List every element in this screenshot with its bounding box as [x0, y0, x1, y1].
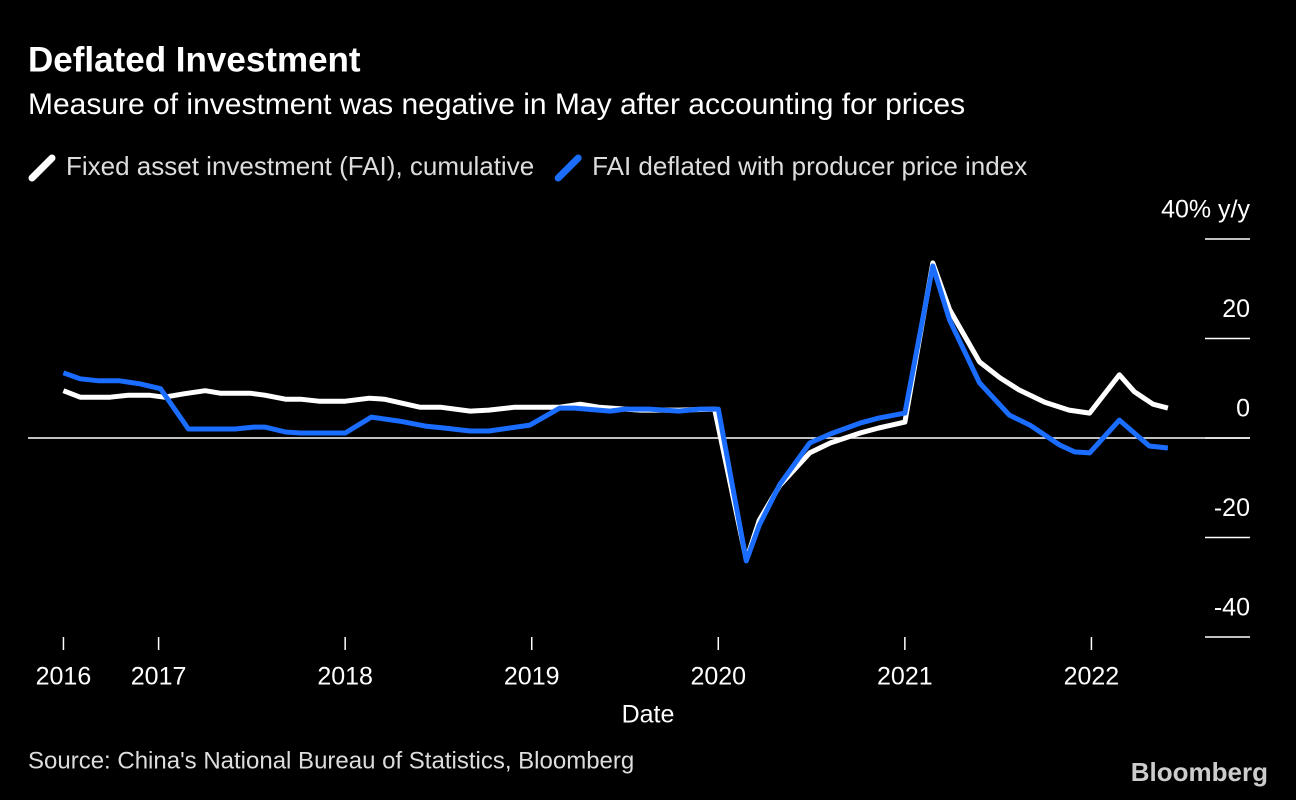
y-tick-label: 20 — [1222, 295, 1250, 323]
x-tick-label: 2019 — [504, 663, 560, 691]
x-axis-label: Date — [622, 701, 675, 729]
x-tick-label: 2018 — [317, 663, 373, 691]
series-line — [62, 260, 1169, 563]
chart-title: Deflated Investment — [28, 40, 361, 79]
source: Source: China's National Bureau of Stati… — [28, 747, 634, 774]
legend-label: FAI deflated with producer price index — [592, 151, 1027, 181]
legend-marker — [554, 154, 582, 182]
credit: Bloomberg — [1131, 757, 1268, 787]
legend-label: Fixed asset investment (FAI), cumulative — [66, 151, 534, 181]
chart-subtitle: Measure of investment was negative in Ma… — [28, 88, 965, 121]
x-tick-label: 2017 — [131, 663, 187, 691]
y-tick-label: -40 — [1214, 594, 1250, 622]
legend-marker — [28, 154, 56, 182]
x-tick-label: 2021 — [877, 663, 933, 691]
y-tick-label: 0 — [1236, 395, 1250, 423]
x-tick-label: 2022 — [1064, 663, 1120, 691]
y-tick-label: 40% y/y — [1161, 196, 1250, 224]
x-tick-label: 2016 — [36, 663, 92, 691]
series-line — [62, 263, 1169, 564]
x-tick-label: 2020 — [690, 663, 746, 691]
y-tick-label: -20 — [1214, 494, 1250, 522]
